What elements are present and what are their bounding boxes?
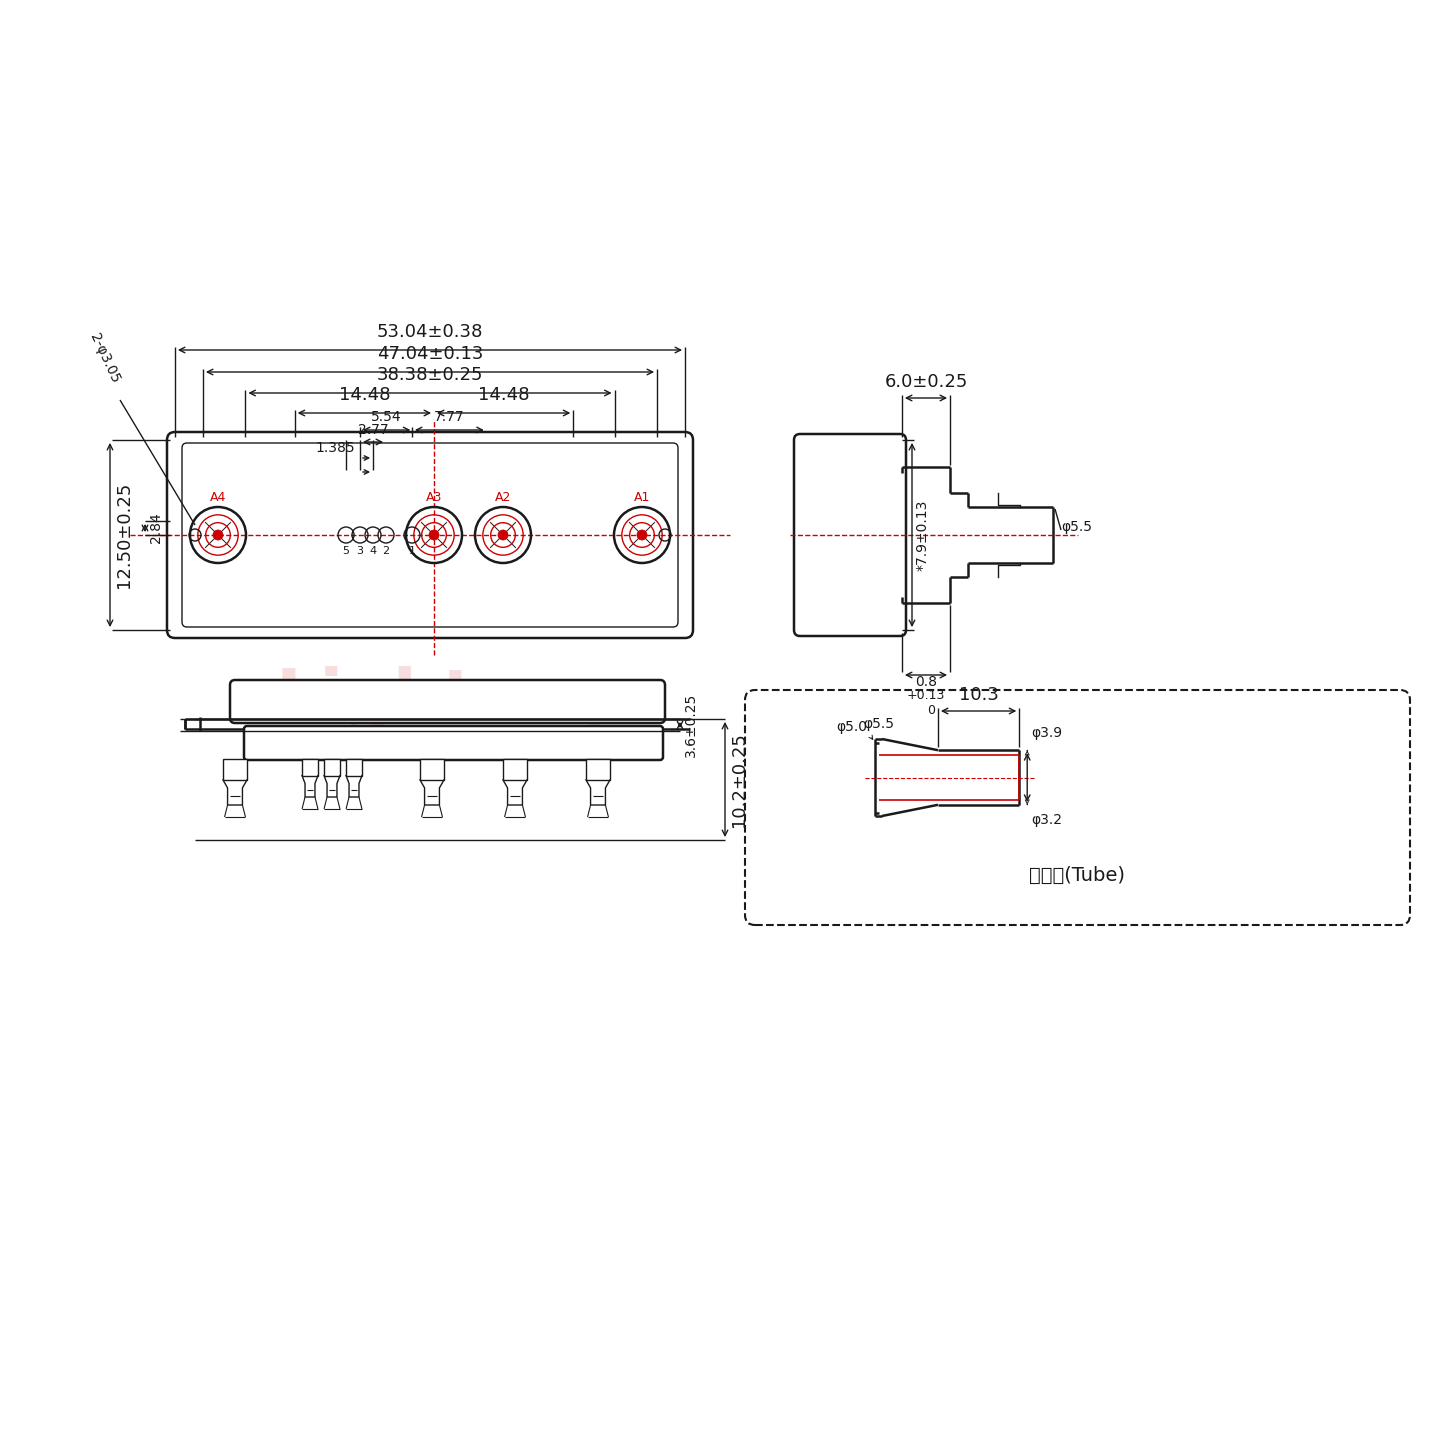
Text: 2-φ3.05: 2-φ3.05 <box>88 331 122 384</box>
Text: 14.48: 14.48 <box>478 386 530 405</box>
Text: A3: A3 <box>426 491 442 504</box>
Text: 5.54: 5.54 <box>372 410 402 423</box>
Text: *7.9±0.13: *7.9±0.13 <box>916 500 930 570</box>
Text: 14.48: 14.48 <box>338 386 390 405</box>
Text: 4: 4 <box>370 546 377 556</box>
Text: Lightony: Lightony <box>258 495 602 564</box>
Bar <box>324 759 340 776</box>
Text: A2: A2 <box>495 491 511 504</box>
Bar <box>586 759 611 780</box>
Text: 7.77: 7.77 <box>433 410 465 423</box>
FancyBboxPatch shape <box>167 432 693 638</box>
Text: φ3.2: φ3.2 <box>1031 812 1063 827</box>
Circle shape <box>213 530 223 540</box>
Text: φ5.5: φ5.5 <box>1061 520 1092 534</box>
Bar <box>346 759 361 776</box>
Text: 5: 5 <box>343 546 350 556</box>
Text: 3: 3 <box>357 546 363 556</box>
FancyBboxPatch shape <box>230 680 665 723</box>
Bar <box>503 759 527 780</box>
Text: 6.0±0.25: 6.0±0.25 <box>884 373 968 392</box>
Text: φ5.5: φ5.5 <box>863 717 894 732</box>
Text: 1: 1 <box>409 546 416 556</box>
Text: 38.38±0.25: 38.38±0.25 <box>377 366 484 384</box>
FancyBboxPatch shape <box>793 433 906 636</box>
Text: +0.13
   0: +0.13 0 <box>907 688 945 717</box>
Circle shape <box>636 530 647 540</box>
Text: 53.04±0.38: 53.04±0.38 <box>377 323 484 341</box>
Text: 2.77: 2.77 <box>357 423 389 436</box>
Text: A1: A1 <box>634 491 651 504</box>
FancyBboxPatch shape <box>243 726 662 760</box>
Text: 2.84: 2.84 <box>148 513 163 543</box>
Text: φ3.9: φ3.9 <box>1031 726 1063 740</box>
Text: 47.04±0.13: 47.04±0.13 <box>377 346 484 363</box>
Text: 0.8: 0.8 <box>914 675 937 688</box>
Bar <box>302 759 318 776</box>
Text: A4: A4 <box>210 491 226 504</box>
Text: 2: 2 <box>383 546 390 556</box>
Text: 1.385: 1.385 <box>315 441 356 455</box>
Text: 12.50±0.25: 12.50±0.25 <box>115 482 132 588</box>
Text: φ5.0: φ5.0 <box>837 720 867 734</box>
Circle shape <box>429 530 439 540</box>
Bar <box>223 759 248 780</box>
Text: 10.2±0.25: 10.2±0.25 <box>730 732 747 827</box>
Text: 10.3: 10.3 <box>959 685 998 704</box>
Text: 屏蔽管(Tube): 屏蔽管(Tube) <box>1030 865 1126 884</box>
Text: Lightony: Lightony <box>276 665 619 734</box>
FancyBboxPatch shape <box>744 690 1410 924</box>
Circle shape <box>498 530 508 540</box>
Text: 3.6±0.25: 3.6±0.25 <box>684 693 698 757</box>
FancyBboxPatch shape <box>181 444 678 626</box>
Bar <box>420 759 444 780</box>
